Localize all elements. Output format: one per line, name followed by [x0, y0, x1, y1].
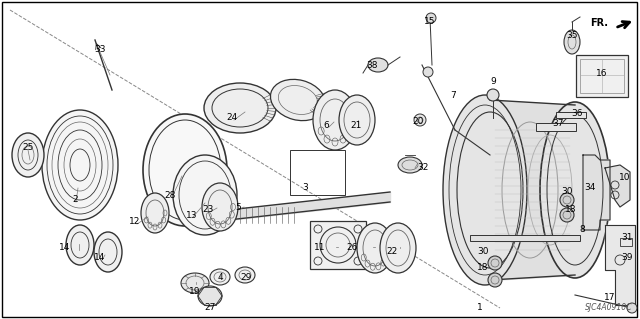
Ellipse shape [198, 286, 222, 306]
Ellipse shape [210, 269, 230, 285]
Text: 7: 7 [450, 91, 456, 100]
Bar [576, 55, 628, 97]
Ellipse shape [443, 95, 527, 285]
Ellipse shape [450, 100, 530, 280]
Ellipse shape [564, 30, 580, 54]
Ellipse shape [66, 225, 94, 265]
Text: 8: 8 [579, 226, 585, 234]
Text: 11: 11 [314, 243, 326, 253]
Text: 12: 12 [129, 218, 141, 226]
Ellipse shape [398, 157, 422, 173]
Circle shape [414, 114, 426, 126]
Text: FR.: FR. [590, 18, 608, 28]
Bar [556, 112, 586, 118]
Ellipse shape [368, 58, 388, 72]
Text: 22: 22 [387, 248, 397, 256]
Ellipse shape [42, 110, 118, 220]
Text: 32: 32 [417, 164, 429, 173]
Text: 30: 30 [477, 248, 489, 256]
Ellipse shape [339, 95, 375, 145]
Text: 36: 36 [572, 108, 583, 117]
Circle shape [487, 89, 499, 101]
Text: 14: 14 [94, 254, 106, 263]
Text: 27: 27 [204, 303, 216, 313]
Text: 28: 28 [164, 190, 176, 199]
Text: 14: 14 [60, 243, 70, 253]
Bar [620, 238, 632, 246]
Text: 35: 35 [566, 31, 578, 40]
Ellipse shape [143, 114, 227, 226]
Text: 18: 18 [477, 263, 489, 272]
Ellipse shape [540, 102, 610, 278]
Text: 6: 6 [323, 121, 329, 130]
Ellipse shape [173, 155, 237, 235]
Bar [470, 235, 580, 241]
Circle shape [423, 67, 433, 77]
Ellipse shape [181, 273, 209, 293]
Ellipse shape [204, 83, 276, 133]
Circle shape [560, 208, 574, 222]
Ellipse shape [12, 133, 44, 177]
Text: 18: 18 [565, 205, 577, 214]
Text: 26: 26 [346, 243, 358, 253]
Text: 29: 29 [240, 272, 252, 281]
Polygon shape [583, 155, 610, 230]
Circle shape [560, 193, 574, 207]
Ellipse shape [271, 79, 326, 121]
Text: 3: 3 [302, 183, 308, 192]
Circle shape [426, 13, 436, 23]
Text: 21: 21 [350, 121, 362, 130]
Ellipse shape [235, 267, 255, 283]
Text: 19: 19 [189, 287, 201, 296]
Text: 17: 17 [604, 293, 616, 302]
Text: 10: 10 [620, 174, 631, 182]
Text: 16: 16 [596, 69, 608, 78]
Text: 1: 1 [477, 303, 483, 313]
Ellipse shape [94, 232, 122, 272]
Bar [580, 59, 624, 93]
Text: 38: 38 [366, 61, 378, 70]
Circle shape [488, 273, 502, 287]
Circle shape [488, 256, 502, 270]
Text: 33: 33 [94, 46, 106, 55]
Polygon shape [605, 225, 635, 305]
Text: SJC4A0910C: SJC4A0910C [584, 303, 632, 312]
Text: 34: 34 [584, 183, 596, 192]
Text: 37: 37 [552, 118, 564, 128]
Text: 30: 30 [561, 188, 573, 197]
Ellipse shape [357, 223, 393, 273]
Circle shape [627, 303, 637, 313]
Text: 13: 13 [186, 211, 198, 219]
Text: 39: 39 [621, 254, 633, 263]
Text: 23: 23 [202, 205, 214, 214]
Text: 4: 4 [217, 273, 223, 283]
Text: 2: 2 [72, 196, 78, 204]
Text: 25: 25 [22, 144, 34, 152]
Polygon shape [605, 165, 630, 207]
Text: 20: 20 [412, 117, 424, 127]
Bar [310, 221, 366, 269]
Bar [290, 150, 345, 195]
Ellipse shape [141, 193, 169, 233]
Text: 9: 9 [490, 78, 496, 86]
Text: 15: 15 [424, 18, 436, 26]
Ellipse shape [313, 90, 357, 150]
Ellipse shape [202, 183, 238, 231]
Text: 5: 5 [235, 204, 241, 212]
Text: 24: 24 [227, 114, 237, 122]
Ellipse shape [380, 223, 416, 273]
Text: 31: 31 [621, 234, 633, 242]
Bar [536, 123, 576, 131]
